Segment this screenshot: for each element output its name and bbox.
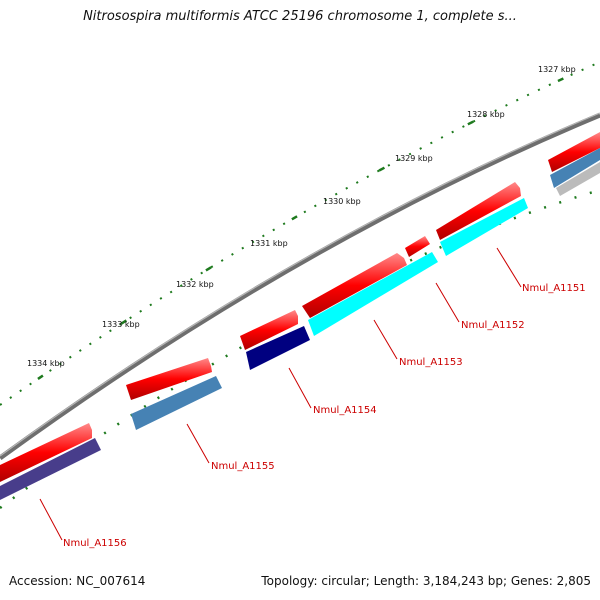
genome-backbone [0,112,600,461]
gene-label-nmul-a1155[interactable]: Nmul_A1155 [211,461,275,472]
gene-arrow[interactable] [548,132,600,172]
gene-label-nmul-a1152[interactable]: Nmul_A1152 [461,320,525,331]
scale-label: 1332 kbp [176,280,214,289]
scale-major-ticks [0,60,600,407]
forward-strand-genes [0,132,600,482]
gene-arrow[interactable] [405,236,430,257]
gene-label-nmul-a1151[interactable]: Nmul_A1151 [522,283,586,294]
gene-label-nmul-a1156[interactable]: Nmul_A1156 [63,538,127,549]
backbone-highlight [0,112,600,457]
gene-arrow-nmul-a1154-reverse[interactable] [246,326,310,370]
accession-text: Accession: NC_007614 [9,574,146,588]
inner-tick-ring [0,188,600,509]
reverse-strand-genes [0,148,600,500]
gene-arrow-nmul-a1151[interactable] [436,182,521,240]
gene-arrow[interactable] [550,148,600,188]
gene-arrow-nmul-a1152[interactable] [440,198,528,256]
scale-label: 1328 kbp [467,110,505,119]
scale-label: 1333 kbp [102,320,140,329]
gene-arrow-nmul-a1155[interactable] [126,358,212,400]
gene-arrow[interactable] [556,162,600,196]
gene-arrow-nmul-a1155-reverse[interactable] [131,376,222,430]
scale-ring [0,61,600,406]
gene-label-leaders [39,247,522,541]
scale-label: 1331 kbp [250,239,288,248]
scale-label: 1330 kbp [323,197,361,206]
gene-label-nmul-a1154[interactable]: Nmul_A1154 [313,405,377,416]
gene-arrow-nmul-a1154[interactable] [240,310,298,350]
map-title: Nitrosospira multiformis ATCC 25196 chro… [83,9,517,24]
scale-label: 1334 kbp [27,359,65,368]
scale-label: 1327 kbp [538,65,576,74]
gene-arrow-nmul-a1156[interactable] [0,423,92,482]
genome-summary-text: Topology: circular; Length: 3,184,243 bp… [261,574,591,588]
gene-arrow-nmul-a1156-reverse[interactable] [0,438,101,500]
scale-label: 1329 kbp [395,154,433,163]
gene-label-nmul-a1153[interactable]: Nmul_A1153 [399,357,463,368]
gene-arrow-nmul-a1153-reverse[interactable] [308,252,438,336]
gene-arrow-nmul-a1153[interactable] [302,253,407,318]
